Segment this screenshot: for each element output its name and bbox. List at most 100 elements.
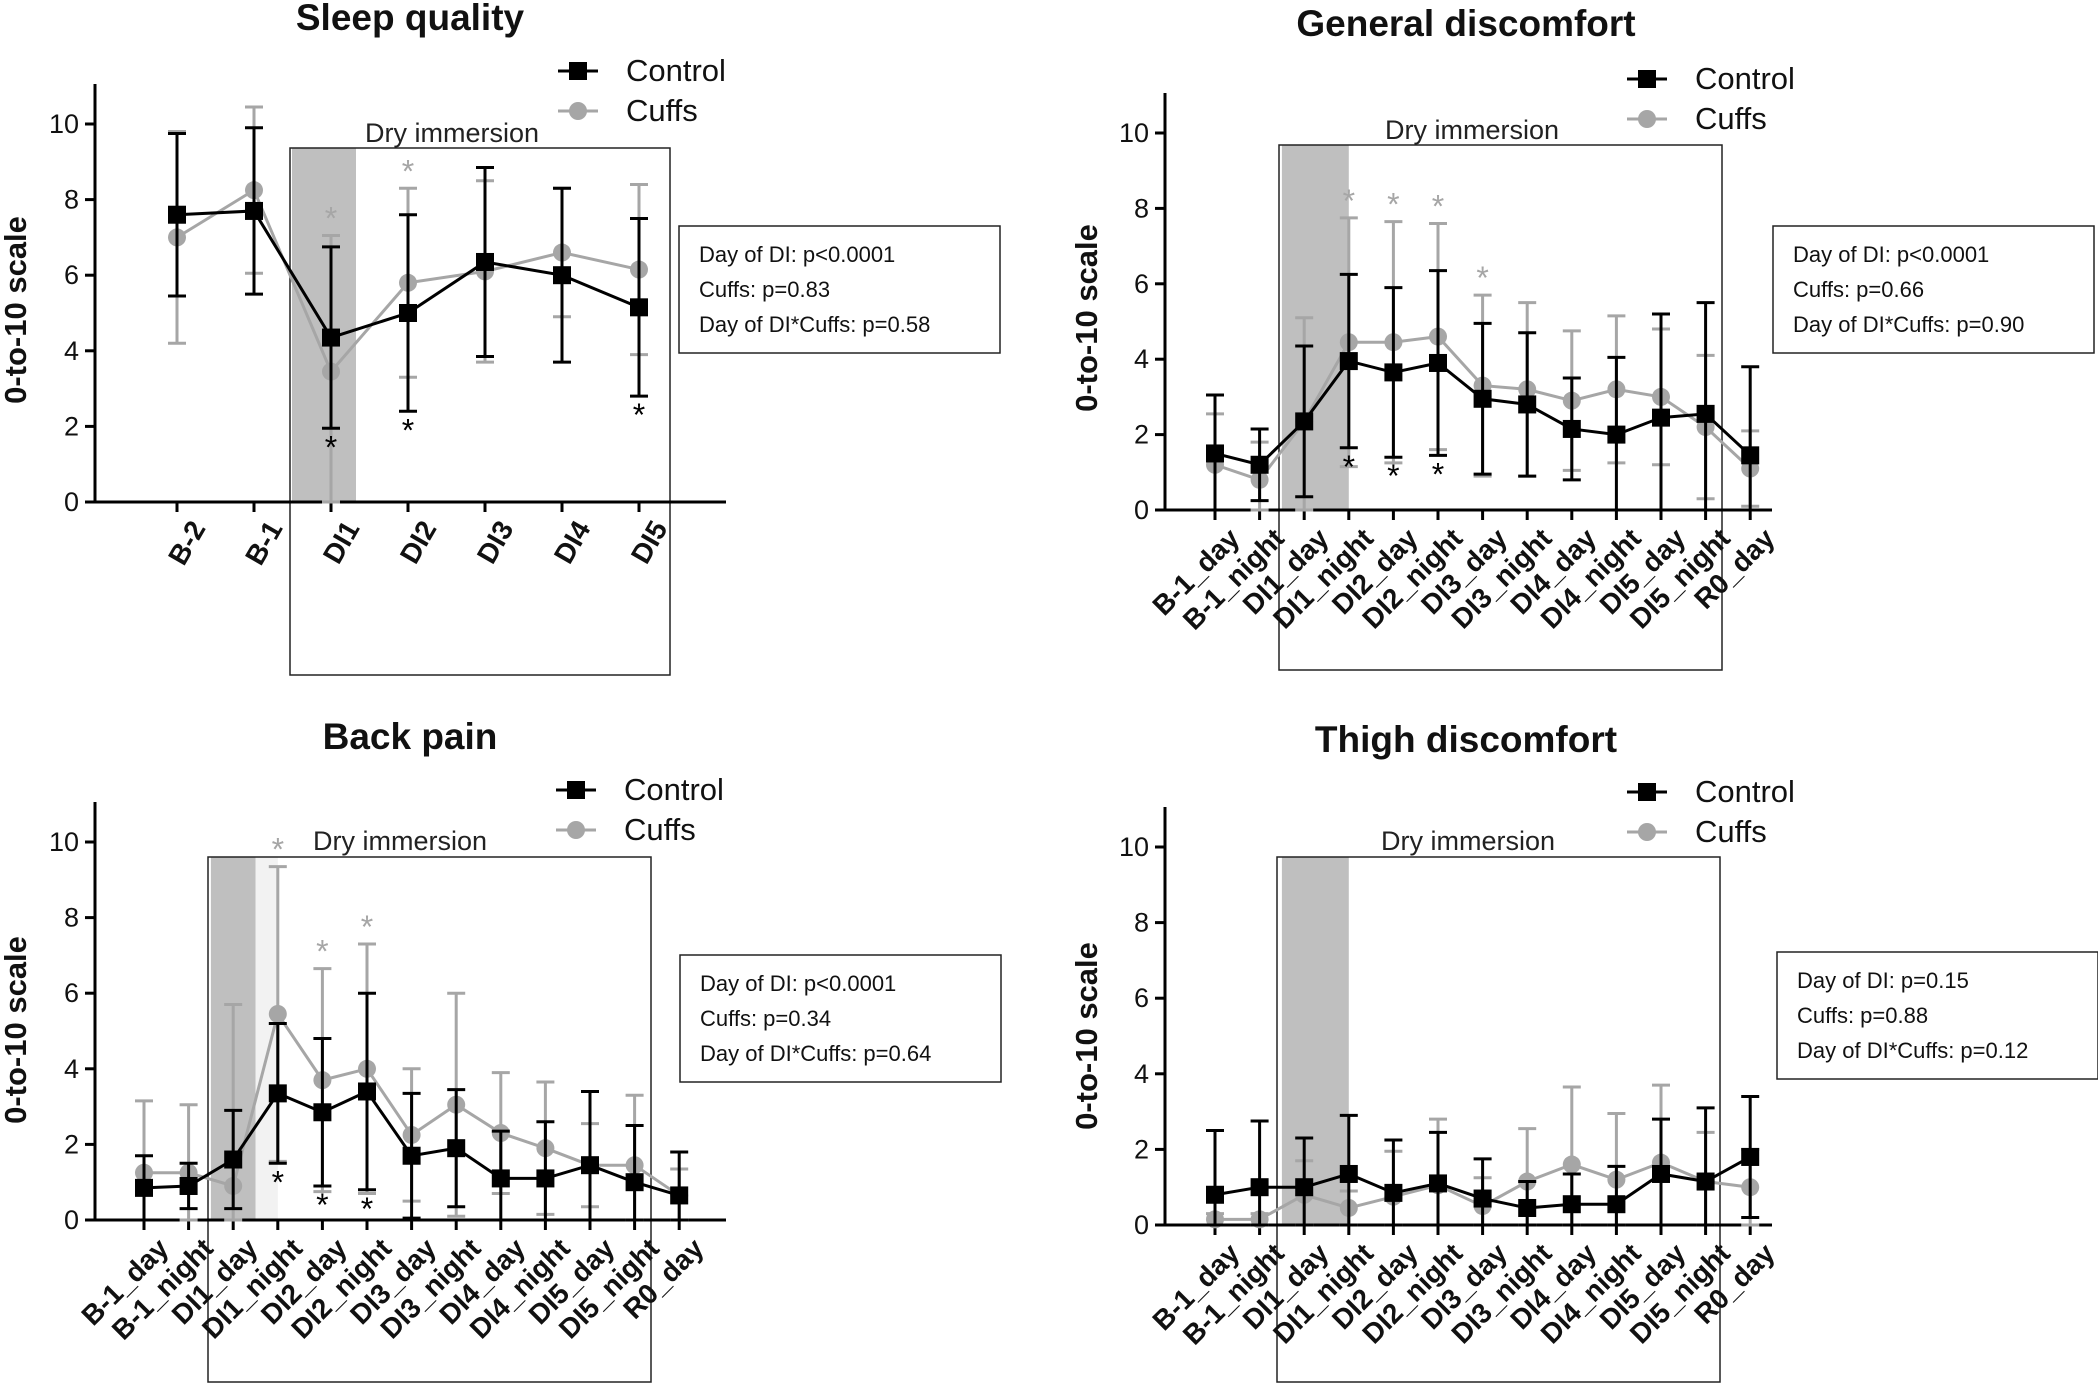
data-point bbox=[1607, 1195, 1626, 1214]
y-axis-label: 0-to-10 scale bbox=[0, 216, 33, 404]
y-tick-label: 6 bbox=[64, 260, 79, 290]
significance-star: * bbox=[316, 934, 328, 970]
y-tick-label: 2 bbox=[1134, 1134, 1149, 1164]
data-point bbox=[179, 1176, 198, 1195]
y-tick-label: 6 bbox=[1134, 983, 1149, 1013]
y-tick-label: 0 bbox=[64, 1205, 79, 1235]
stats-line: Day of DI*Cuffs: p=0.58 bbox=[699, 312, 930, 337]
dry-immersion-box bbox=[207, 856, 652, 1383]
x-tick-label: DI4 bbox=[548, 515, 597, 569]
y-tick-label: 0 bbox=[64, 487, 79, 517]
legend-cuffs-label: Cuffs bbox=[626, 93, 698, 128]
stats-line: Cuffs: p=0.66 bbox=[1793, 277, 1924, 302]
series-control bbox=[1206, 269, 1760, 512]
chart-panel-0: Dry immersion Sleep quality 0-to-10 scale 0… bbox=[0, 0, 1001, 676]
stats-line: Cuffs: p=0.88 bbox=[1797, 1003, 1928, 1028]
data-point bbox=[168, 205, 186, 224]
significance-star: * bbox=[361, 1191, 373, 1227]
y-tick-label: 6 bbox=[1134, 269, 1149, 299]
significance-star: * bbox=[1387, 458, 1399, 494]
y-tick-label: 2 bbox=[64, 411, 79, 441]
significance-star: * bbox=[402, 153, 414, 189]
legend-control-marker bbox=[567, 781, 585, 799]
dry-immersion-label: Dry immersion bbox=[1385, 115, 1559, 145]
dry-immersion-label: Dry immersion bbox=[313, 826, 487, 856]
data-point bbox=[1741, 446, 1760, 465]
legend-cuffs-marker bbox=[569, 102, 587, 120]
y-tick-label: 8 bbox=[64, 185, 79, 215]
data-point bbox=[224, 1150, 243, 1169]
data-point bbox=[1206, 1185, 1224, 1204]
chart-panel-1: Dry immersion General discomfort 0-to-10 s… bbox=[1069, 3, 2095, 671]
series-control bbox=[135, 991, 689, 1222]
series-control bbox=[1206, 1094, 1760, 1227]
stats-line: Cuffs: p=0.83 bbox=[699, 277, 830, 302]
data-point bbox=[1652, 408, 1670, 427]
legend-control-label: Control bbox=[624, 772, 724, 807]
data-point bbox=[268, 1004, 287, 1023]
legend-cuffs-label: Cuffs bbox=[624, 812, 696, 847]
dry-immersion-box bbox=[1276, 856, 1721, 1383]
data-point bbox=[135, 1178, 153, 1197]
y-tick-label: 8 bbox=[1134, 193, 1149, 223]
series-control bbox=[168, 126, 648, 430]
significance-star: * bbox=[272, 832, 284, 868]
data-point bbox=[1562, 1195, 1581, 1214]
data-point bbox=[358, 1082, 376, 1101]
legend-cuffs-label: Cuffs bbox=[1695, 101, 1767, 136]
data-point bbox=[1339, 1164, 1358, 1183]
data-point bbox=[581, 1156, 599, 1175]
y-tick-label: 10 bbox=[1119, 832, 1149, 862]
dry-immersion-box bbox=[1278, 144, 1723, 671]
legend-control-label: Control bbox=[1695, 61, 1795, 96]
legend-control-label: Control bbox=[1695, 774, 1795, 809]
x-tick-label: B-1 bbox=[239, 516, 288, 571]
chart-title: Thigh discomfort bbox=[1315, 719, 1617, 760]
stats-line: Day of DI*Cuffs: p=0.90 bbox=[1793, 312, 2024, 337]
shaded-region bbox=[1281, 145, 1349, 510]
y-tick-label: 10 bbox=[49, 827, 79, 857]
y-tick-label: 10 bbox=[49, 109, 79, 139]
data-point bbox=[402, 1146, 421, 1165]
significance-star: * bbox=[316, 1187, 328, 1223]
stats-box bbox=[1772, 225, 2095, 354]
stats-line: Day of DI*Cuffs: p=0.64 bbox=[700, 1041, 931, 1066]
data-point bbox=[553, 266, 571, 285]
data-point bbox=[536, 1169, 555, 1188]
significance-star: * bbox=[633, 397, 645, 433]
y-tick-label: 10 bbox=[1119, 118, 1149, 148]
significance-star: * bbox=[1343, 183, 1355, 219]
data-point bbox=[1518, 395, 1537, 414]
y-tick-label: 6 bbox=[64, 978, 79, 1008]
data-point bbox=[1384, 363, 1403, 382]
x-tick-label: DI2 bbox=[394, 516, 443, 569]
data-point bbox=[1339, 352, 1358, 371]
y-tick-label: 8 bbox=[1134, 908, 1149, 938]
data-point bbox=[670, 1186, 689, 1205]
data-point bbox=[630, 298, 648, 317]
data-point bbox=[1518, 1198, 1537, 1217]
dry-immersion-label: Dry immersion bbox=[1381, 826, 1555, 856]
significance-star: * bbox=[1476, 260, 1488, 296]
data-point bbox=[399, 304, 417, 322]
legend-control-label: Control bbox=[626, 53, 726, 88]
data-point bbox=[1607, 425, 1626, 444]
data-point bbox=[476, 252, 494, 271]
y-tick-label: 4 bbox=[1134, 1059, 1149, 1089]
y-tick-label: 4 bbox=[64, 336, 79, 366]
data-point bbox=[322, 328, 340, 347]
data-point bbox=[625, 1173, 644, 1192]
significance-star: * bbox=[402, 412, 414, 448]
significance-star: * bbox=[1343, 449, 1355, 485]
y-tick-label: 2 bbox=[64, 1129, 79, 1159]
y-tick-label: 8 bbox=[64, 903, 79, 933]
y-axis-label: 0-to-10 scale bbox=[0, 936, 33, 1124]
data-point bbox=[1473, 1189, 1492, 1208]
data-point bbox=[1250, 455, 1269, 474]
chart-panel-3: Dry immersion Thigh discomfort 0-to-10 sca… bbox=[1069, 719, 2098, 1383]
data-point bbox=[1429, 1174, 1447, 1193]
data-point bbox=[1384, 1183, 1403, 1202]
stats-box bbox=[678, 225, 1001, 354]
data-point bbox=[1696, 1172, 1715, 1191]
